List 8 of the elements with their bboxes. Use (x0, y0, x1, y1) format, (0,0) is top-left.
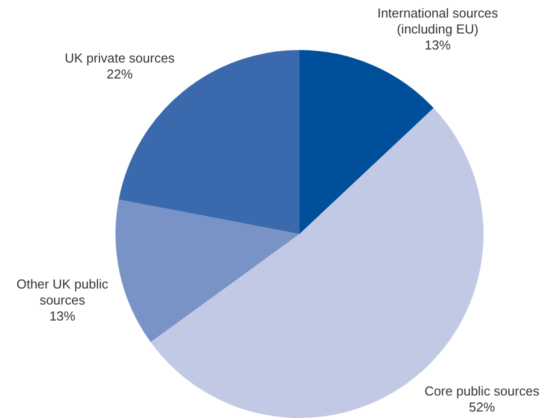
slice-label: UK private sources (64, 50, 176, 66)
slice-label: Core public sources (424, 384, 540, 399)
data-label: 52% (468, 400, 496, 415)
data-label: 22% (106, 66, 134, 82)
slice-label: International sources (including EU) (377, 6, 499, 37)
data-label: 13% (424, 38, 452, 53)
data-label: 13% (49, 308, 76, 324)
slice-label: Other UK public sources (16, 276, 109, 308)
